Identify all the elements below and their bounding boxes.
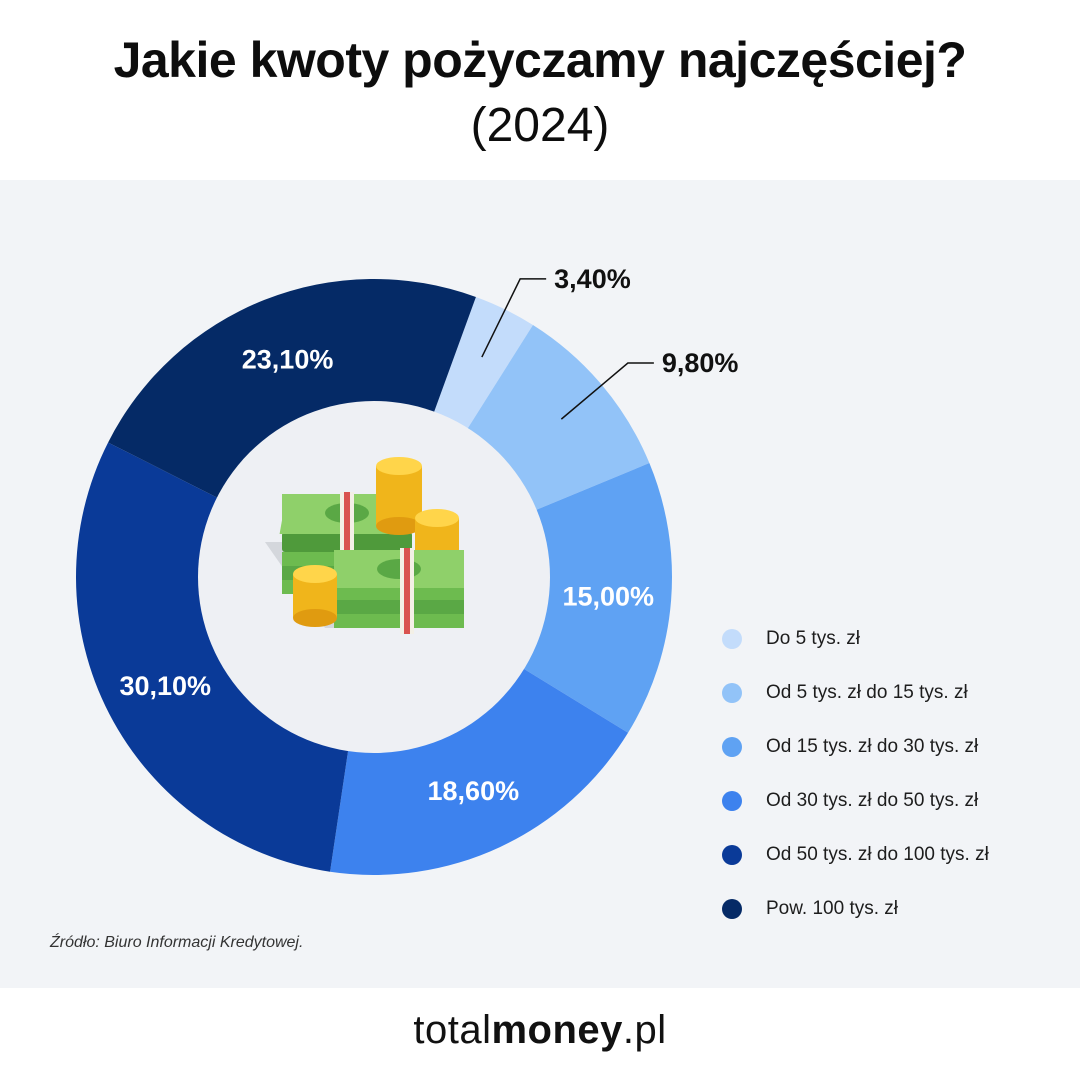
legend-swatch [722, 683, 742, 703]
slice-4 [330, 666, 629, 875]
legend-swatch [722, 791, 742, 811]
legend-label: Pow. 100 tys. zł [766, 898, 899, 919]
slice-label-4: 18,60% [428, 776, 520, 806]
slice-5 [75, 442, 349, 872]
legend-label: Od 5 tys. zł do 15 tys. zł [766, 682, 968, 703]
chart-legend: Do 5 tys. zł Od 5 tys. zł do 15 tys. zł Od… [722, 612, 1072, 936]
leader-line-1 [481, 278, 547, 358]
brand-footer: totalmoney.pl [0, 1008, 1080, 1053]
legend-item: Do 5 tys. zł [722, 612, 1072, 666]
legend-item: Od 15 tys. zł do 30 tys. zł [722, 720, 1072, 774]
legend-label: Do 5 tys. zł [766, 628, 860, 649]
legend-label: Od 15 tys. zł do 30 tys. zł [766, 736, 979, 757]
slice-1 [432, 296, 533, 432]
chart-title: Jakie kwoty pożyczamy najczęściej? [113, 32, 967, 88]
donut-slices [75, 279, 673, 875]
money-stack-icon [265, 457, 464, 634]
slice-6 [108, 279, 476, 500]
source-note: Źródło: Biuro Informacji Kredytowej. [50, 934, 304, 951]
legend-item: Od 5 tys. zł do 15 tys. zł [722, 666, 1072, 720]
slice-labels: 3,40% 9,80% 15,00% 18,60% 30,10% 23,10% [119, 264, 738, 806]
slice-2 [465, 324, 650, 512]
legend-item: Od 30 tys. zł do 50 tys. zł [722, 774, 1072, 828]
legend-item: Od 50 tys. zł do 100 tys. zł [722, 828, 1072, 882]
legend-swatch [722, 737, 742, 757]
chart-subtitle: (2024) [470, 99, 610, 152]
slice-label-3: 15,00% [562, 582, 654, 612]
brand-light: total [413, 1008, 492, 1052]
slice-3 [520, 463, 673, 733]
slice-label-6: 23,10% [242, 344, 334, 374]
legend-item: Pow. 100 tys. zł [722, 882, 1072, 936]
brand-suffix: .pl [622, 1008, 667, 1052]
donut-chart: 3,40% 9,80% 15,00% 18,60% 30,10% 23,10% [75, 264, 738, 875]
legend-label: Od 30 tys. zł do 50 tys. zł [766, 790, 979, 811]
leader-line-2 [560, 362, 654, 420]
brand-bold: money [491, 1008, 623, 1052]
legend-label: Od 50 tys. zł do 100 tys. zł [766, 844, 989, 865]
slice-label-2: 9,80% [662, 348, 739, 378]
legend-swatch [722, 899, 742, 919]
slice-label-5: 30,10% [119, 671, 211, 701]
legend-swatch [722, 845, 742, 865]
slice-label-1: 3,40% [554, 264, 631, 294]
legend-swatch [722, 629, 742, 649]
